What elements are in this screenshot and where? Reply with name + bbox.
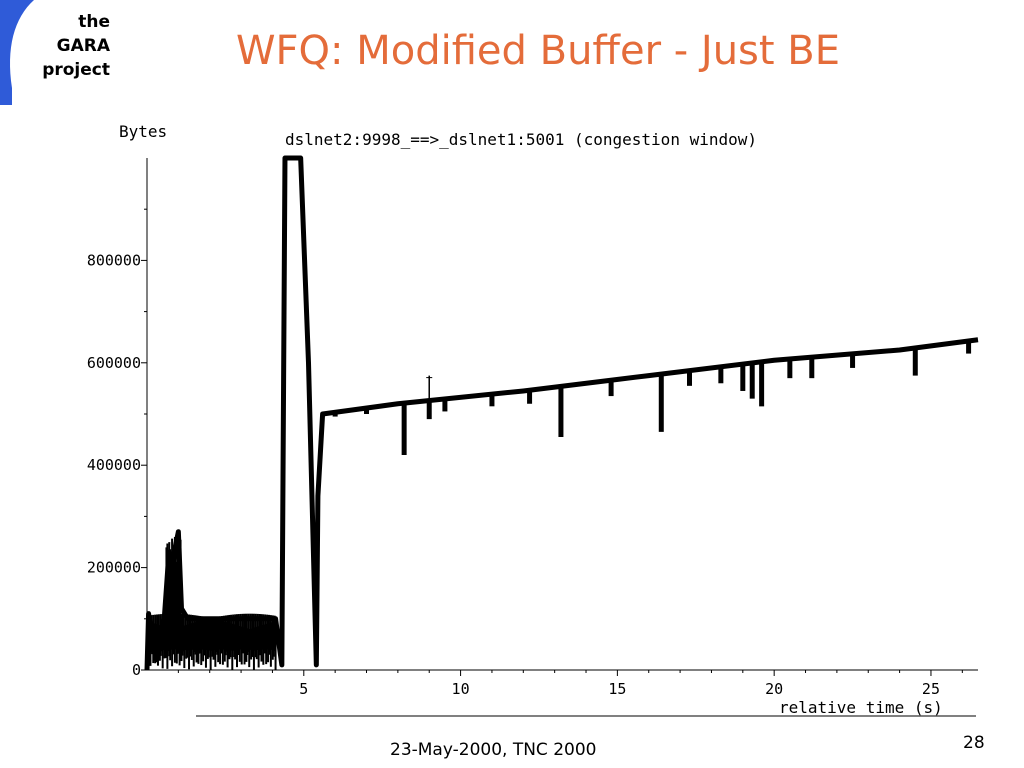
- logo-line-3: project: [42, 60, 110, 80]
- y-tick-label: 600000: [87, 354, 141, 372]
- chart-ticks: 0 200000 400000 600000 800000 5 10 15 20 25: [87, 208, 963, 698]
- footer-date: 23-May-2000, TNC 2000: [390, 740, 597, 760]
- x-tick-label: 5: [299, 680, 308, 698]
- y-axis-label: Bytes: [119, 122, 167, 141]
- slide-title: WFQ: Modified Buffer - Just BE: [236, 28, 841, 74]
- logo: the GARA project: [12, 10, 110, 82]
- series-line: [144, 155, 979, 671]
- y-tick-label: 800000: [87, 251, 141, 269]
- logo-line-1: the: [78, 12, 110, 32]
- chart-series: [144, 155, 979, 671]
- x-tick-label: 20: [765, 680, 783, 698]
- x-tick-label: 25: [922, 680, 940, 698]
- page-number: 28: [963, 733, 985, 753]
- logo-line-2: GARA: [56, 36, 110, 56]
- y-tick-label: 200000: [87, 559, 141, 577]
- y-tick-label: 400000: [87, 456, 141, 474]
- logo-swoosh: [0, 0, 34, 105]
- x-tick-label: 15: [608, 680, 626, 698]
- x-tick-label: 10: [452, 680, 470, 698]
- y-tick-label: 0: [132, 661, 141, 679]
- x-axis-label: relative time (s): [779, 698, 943, 717]
- chart-title: dslnet2:9998_==>_dslnet1:5001 (congestio…: [285, 130, 757, 149]
